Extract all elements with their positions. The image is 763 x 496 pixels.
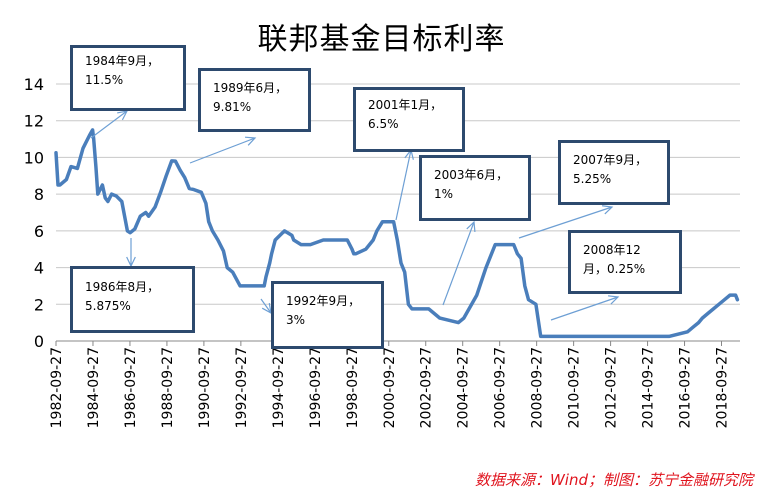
x-tick-label: 2006-09-27 xyxy=(493,347,509,428)
annotation-2003-box: 2003年6月， 1% xyxy=(419,155,531,221)
annotation-line: 2007年9月， xyxy=(573,153,648,167)
x-tick-label: 2008-09-27 xyxy=(530,347,546,428)
annotation-line: 1986年8月， xyxy=(85,280,160,294)
annotation-line: 1989年6月， xyxy=(213,81,288,95)
x-tick-label: 2004-09-27 xyxy=(456,347,472,428)
y-tick-label: 14 xyxy=(24,75,44,94)
x-tick-label: 2000-09-27 xyxy=(382,347,398,428)
x-tick-label: 2010-09-27 xyxy=(567,347,583,428)
annotation-1989-box: 1989年6月， 9.81% xyxy=(198,68,311,132)
annotation-line: 3% xyxy=(286,313,306,327)
y-tick-label: 10 xyxy=(24,148,44,167)
x-tick-label: 1998-09-27 xyxy=(345,347,361,428)
x-tick-label: 1988-09-27 xyxy=(160,347,176,428)
annotation-arrow xyxy=(260,298,272,314)
x-tick-label: 1984-09-27 xyxy=(86,347,102,428)
annotation-1992-box: 1992年9月， 3% xyxy=(271,281,384,349)
y-tick-label: 8 xyxy=(34,185,44,204)
annotation-1984-box: 1984年9月， 11.5% xyxy=(70,45,186,111)
annotation-line: 2003年6月， xyxy=(434,168,509,182)
x-tick-label: 2002-09-27 xyxy=(419,347,435,428)
x-tick-label: 2014-09-27 xyxy=(641,347,657,428)
x-tick-label: 1996-09-27 xyxy=(308,347,324,428)
annotation-2007-box: 2007年9月， 5.25% xyxy=(558,140,670,205)
annotation-line: 5.875% xyxy=(85,299,131,313)
source-note: 数据来源：Wind；制图：苏宁金融研究院 xyxy=(474,471,753,489)
x-tick-label: 2018-09-27 xyxy=(715,347,731,428)
x-tick-label: 1990-09-27 xyxy=(197,347,213,428)
x-tick-label: 2016-09-27 xyxy=(678,347,694,428)
x-tick-label: 1986-09-27 xyxy=(123,347,139,428)
annotation-arrow xyxy=(90,110,128,139)
annotation-line: 1% xyxy=(434,187,454,201)
annotation-line: 2001年1月， xyxy=(368,98,443,112)
annotation-arrow xyxy=(189,137,256,164)
annotation-line: 1984年9月， xyxy=(85,54,160,68)
annotation-arrowhead xyxy=(244,136,257,146)
chart-title: 联邦基金目标利率 xyxy=(257,22,506,57)
annotation-line: 1992年9月， xyxy=(286,294,361,308)
annotation-line: 6.5% xyxy=(368,117,399,131)
y-tick-label: 4 xyxy=(34,259,44,278)
annotation-1986-box: 1986年8月， 5.875% xyxy=(70,266,195,333)
annotation-arrow xyxy=(518,206,613,239)
x-tick-label: 2012-09-27 xyxy=(604,347,620,428)
annotation-line: 2008年12 xyxy=(583,243,641,257)
x-tick-label: 1982-09-27 xyxy=(49,347,65,428)
annotation-2008-box: 2008年12 月，0.25% xyxy=(568,230,682,294)
annotation-arrow xyxy=(442,221,475,306)
annotation-arrow xyxy=(550,296,619,321)
y-tick-label: 2 xyxy=(34,295,44,314)
annotation-arrowhead xyxy=(466,220,476,233)
annotation-arrowhead xyxy=(602,205,614,215)
y-tick-label: 6 xyxy=(34,222,44,241)
annotation-2001-box: 2001年1月， 6.5% xyxy=(353,87,465,152)
annotation-arrowhead xyxy=(607,295,620,305)
annotation-line: 9.81% xyxy=(213,100,252,114)
annotation-line: 5.25% xyxy=(573,172,612,186)
annotation-line: 11.5% xyxy=(85,73,124,87)
x-tick-label: 1994-09-27 xyxy=(271,347,287,428)
annotation-line: 月，0.25% xyxy=(583,262,646,276)
x-tick-label: 1992-09-27 xyxy=(234,347,250,428)
y-tick-label: 0 xyxy=(34,332,44,351)
y-tick-label: 12 xyxy=(24,112,44,131)
series-line xyxy=(54,128,740,339)
annotation-arrowhead xyxy=(117,110,129,121)
annotation-arrow xyxy=(395,149,412,221)
